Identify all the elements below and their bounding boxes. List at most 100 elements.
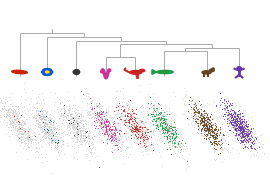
Point: [46, 117, 50, 120]
Point: [123, 149, 127, 152]
Point: [41, 137, 45, 140]
Point: [22, 132, 26, 135]
Point: [38, 121, 43, 123]
Point: [38, 117, 42, 120]
Point: [232, 121, 237, 123]
Point: [104, 120, 109, 122]
Point: [231, 130, 235, 133]
Point: [242, 126, 247, 129]
Point: [241, 143, 245, 146]
Point: [77, 138, 82, 141]
Point: [241, 135, 245, 138]
Point: [171, 132, 176, 135]
Point: [93, 121, 97, 124]
Point: [125, 119, 130, 122]
Point: [219, 141, 224, 144]
Point: [132, 124, 136, 127]
Point: [159, 116, 164, 118]
Point: [237, 128, 242, 131]
Point: [227, 114, 231, 117]
Point: [22, 121, 26, 124]
Point: [104, 141, 109, 144]
Point: [31, 126, 35, 129]
Point: [235, 120, 239, 123]
Point: [50, 121, 55, 124]
Point: [23, 121, 28, 124]
Point: [10, 120, 14, 123]
Point: [22, 137, 27, 140]
Point: [209, 127, 213, 130]
Point: [221, 138, 225, 141]
Point: [96, 116, 100, 119]
Point: [26, 141, 31, 144]
Point: [165, 127, 170, 130]
Point: [12, 128, 17, 131]
Point: [192, 113, 196, 116]
Point: [58, 102, 62, 104]
Point: [176, 142, 180, 145]
Point: [115, 136, 120, 138]
Point: [11, 125, 15, 128]
Point: [18, 127, 22, 130]
Point: [19, 128, 23, 130]
Point: [61, 112, 65, 115]
Point: [218, 152, 222, 155]
Point: [224, 111, 228, 113]
Point: [253, 136, 258, 139]
Point: [90, 106, 94, 109]
Point: [109, 127, 113, 130]
Point: [98, 120, 102, 123]
Point: [163, 130, 168, 133]
Point: [197, 127, 201, 130]
Point: [170, 129, 174, 132]
Point: [206, 127, 210, 130]
Point: [107, 123, 111, 126]
Point: [90, 143, 94, 145]
Point: [155, 143, 160, 146]
Point: [106, 136, 110, 139]
Point: [233, 119, 237, 122]
Point: [196, 115, 200, 118]
Point: [130, 123, 134, 126]
Point: [78, 127, 83, 130]
Point: [108, 135, 112, 138]
Point: [231, 126, 236, 129]
Point: [214, 134, 218, 136]
Point: [148, 143, 153, 146]
Point: [105, 125, 110, 128]
Point: [158, 129, 162, 132]
Point: [197, 100, 202, 103]
Point: [132, 141, 137, 144]
Point: [238, 125, 243, 128]
Point: [74, 127, 78, 129]
Point: [104, 126, 109, 129]
Point: [129, 130, 134, 133]
Point: [237, 135, 241, 138]
Point: [225, 100, 230, 103]
Point: [223, 109, 227, 112]
Point: [140, 128, 144, 131]
Point: [89, 153, 93, 156]
Point: [211, 136, 215, 139]
Point: [100, 110, 105, 113]
Point: [144, 127, 148, 130]
Point: [151, 105, 156, 107]
Point: [213, 131, 217, 134]
Point: [82, 127, 86, 129]
Point: [27, 134, 31, 136]
Point: [69, 114, 73, 117]
Point: [196, 107, 200, 110]
Point: [165, 130, 169, 133]
Point: [74, 118, 79, 121]
Point: [29, 96, 33, 99]
Point: [202, 120, 206, 123]
Point: [70, 116, 74, 119]
Point: [125, 127, 130, 129]
Point: [55, 107, 59, 110]
Point: [140, 135, 144, 138]
Point: [8, 103, 12, 105]
Point: [200, 105, 204, 108]
Point: [162, 134, 166, 137]
Point: [198, 120, 202, 122]
Point: [206, 115, 210, 118]
